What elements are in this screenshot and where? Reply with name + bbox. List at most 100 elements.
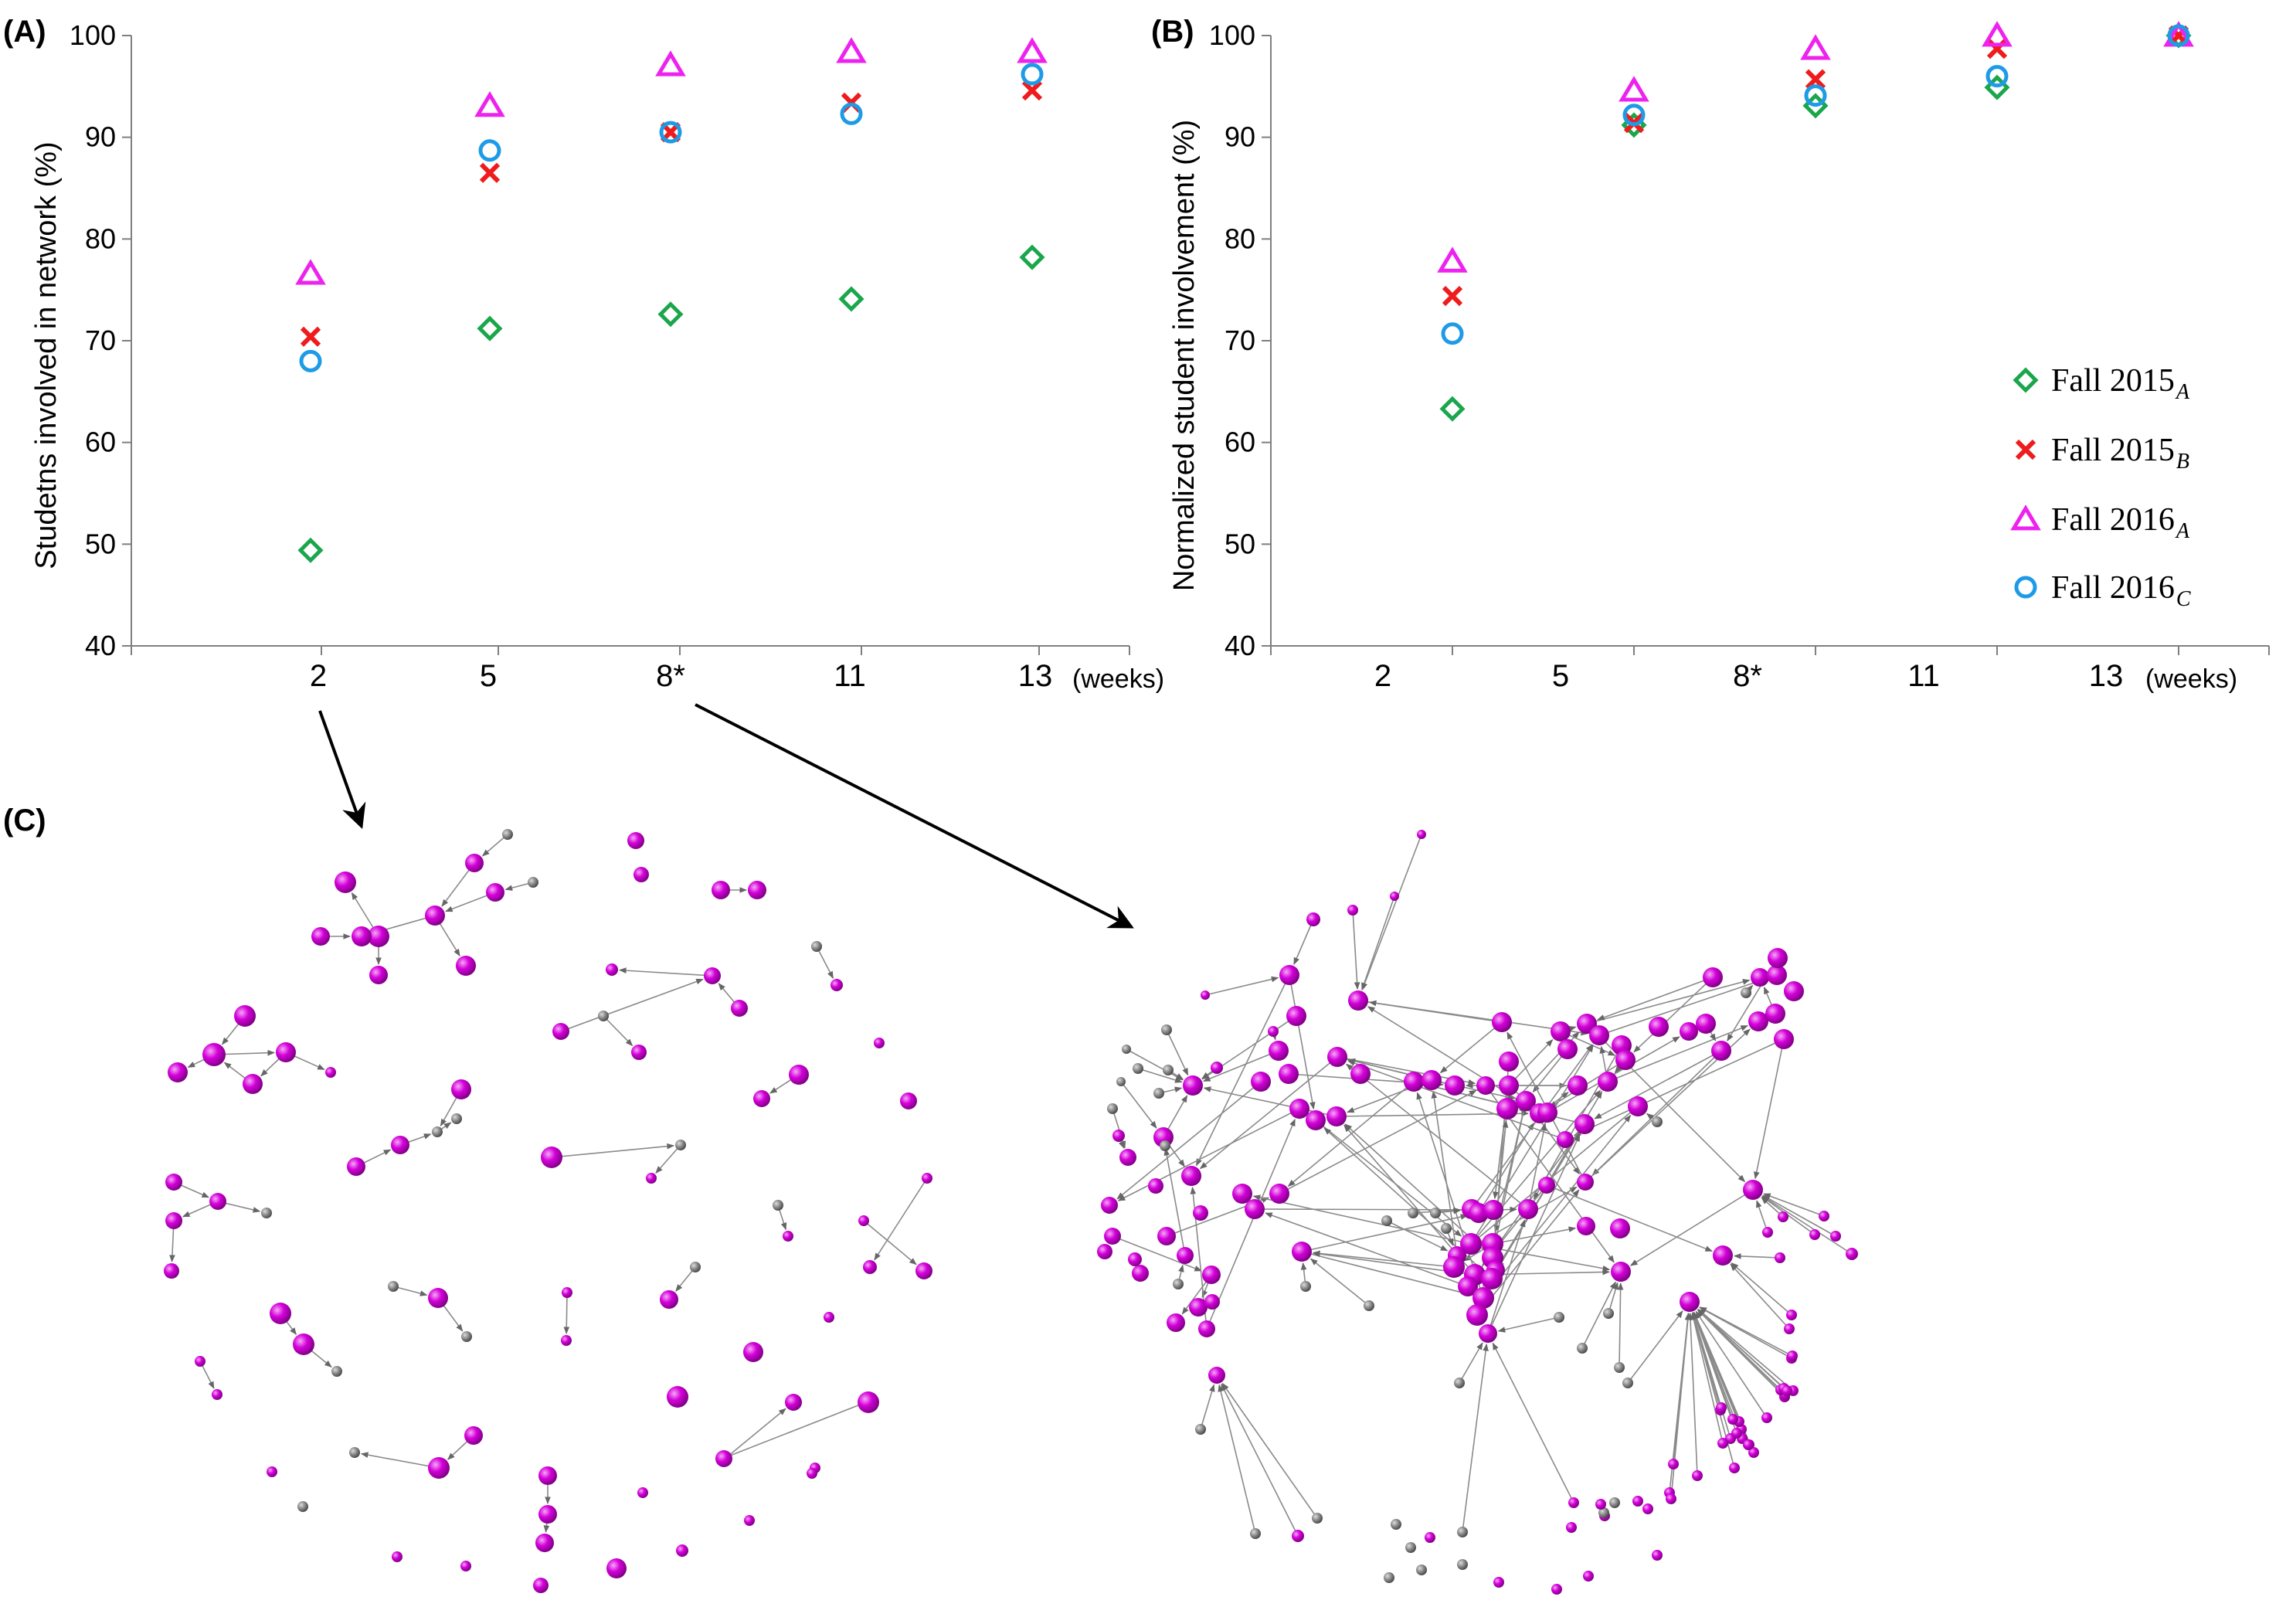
network-node	[1202, 1266, 1221, 1284]
x-tick-label: 13	[1018, 659, 1053, 693]
network-node	[1193, 1205, 1208, 1221]
network-node	[748, 881, 766, 899]
network-node	[243, 1074, 263, 1094]
point-triangle	[1622, 80, 1646, 100]
network-node	[676, 1544, 688, 1557]
network-node	[1703, 967, 1723, 987]
network-edge	[656, 1145, 681, 1173]
network-node	[1441, 1223, 1452, 1234]
network-node	[1782, 1385, 1792, 1396]
network-edge	[1353, 910, 1357, 989]
network-edges	[172, 834, 927, 1532]
network-node	[1279, 1064, 1299, 1084]
network-node	[831, 979, 843, 991]
network-node	[388, 1281, 399, 1292]
network-node	[451, 1113, 462, 1124]
network-node	[1666, 1493, 1676, 1504]
point-x	[1444, 287, 1461, 304]
network-node	[1443, 1256, 1465, 1278]
network-edge	[620, 970, 712, 976]
network-edge	[1387, 1221, 1447, 1251]
network-node	[1384, 1572, 1394, 1583]
chart-b-ylabel: Normalized student involvement (%)	[1168, 120, 1201, 591]
network-nodes	[164, 829, 932, 1593]
point-x	[302, 328, 319, 345]
network-edge	[1755, 1039, 1784, 1178]
network-node	[1583, 1571, 1594, 1582]
network-edge	[1547, 1092, 1602, 1185]
network-node	[824, 1312, 834, 1323]
network-node	[1245, 1199, 1265, 1219]
network-node	[1097, 1244, 1112, 1259]
network-node	[1819, 1211, 1829, 1221]
network-node	[1711, 1041, 1731, 1061]
chart-b-unit-label: (weeks)	[2145, 664, 2237, 694]
y-tick-label: 70	[1225, 324, 1255, 356]
network-node	[1577, 1217, 1595, 1235]
network-node	[270, 1303, 291, 1324]
network-node	[1390, 892, 1399, 901]
network-node	[1479, 1324, 1497, 1343]
x-tick-label: 2	[1374, 659, 1391, 693]
network-node	[562, 1287, 572, 1298]
network-node	[1846, 1248, 1858, 1260]
network-node	[451, 1079, 471, 1099]
network-node	[1680, 1022, 1698, 1041]
network-node	[1830, 1231, 1841, 1242]
point-diamond	[1442, 399, 1462, 419]
network-edge	[603, 1016, 633, 1045]
network-node	[538, 1466, 557, 1485]
network-node	[168, 1062, 188, 1082]
network-edge	[1592, 1051, 1721, 1175]
network-node	[1649, 1017, 1669, 1037]
network-node	[1177, 1247, 1194, 1264]
network-node	[1251, 1072, 1271, 1092]
chart-a-unit-label: (weeks)	[1072, 664, 1164, 694]
network-node	[1198, 1320, 1215, 1337]
network-edge	[1496, 1134, 1578, 1270]
y-tick-label: 60	[85, 426, 116, 458]
network-node	[874, 1038, 885, 1048]
legend-entry: Fall 2015A	[2051, 363, 2190, 404]
network-week2	[164, 829, 932, 1593]
network-node	[1112, 1130, 1125, 1142]
point-triangle	[478, 95, 502, 115]
network-node	[1481, 1268, 1503, 1289]
network-node	[1132, 1265, 1149, 1282]
y-tick-label: 40	[1225, 630, 1255, 661]
network-node	[1568, 1497, 1579, 1508]
network-edge	[1222, 1384, 1317, 1518]
network-node	[533, 1578, 549, 1593]
panel-label-a: (A)	[3, 15, 46, 49]
network-node	[753, 1090, 770, 1107]
point-diamond	[301, 540, 321, 560]
network-edge	[724, 1402, 866, 1458]
point-circle	[1443, 324, 1462, 343]
network-node	[637, 1487, 648, 1498]
legend-marker	[2016, 370, 2036, 390]
network-node	[1727, 1414, 1738, 1425]
network-node	[1499, 1075, 1519, 1096]
network-node	[1107, 1103, 1118, 1114]
network-node	[1761, 1412, 1772, 1423]
x-tick-label: 11	[834, 659, 866, 693]
network-node	[1610, 1218, 1630, 1238]
network-node	[1557, 1039, 1578, 1059]
network-node	[1364, 1300, 1374, 1311]
network-node	[1568, 1075, 1588, 1096]
network-edge	[1112, 1109, 1125, 1148]
network-node	[606, 1558, 627, 1578]
network-edge	[1289, 975, 1313, 1109]
network-node	[428, 1288, 448, 1308]
network-node	[234, 1005, 256, 1027]
network-node	[1595, 1499, 1606, 1510]
y-tick-label: 40	[85, 630, 116, 661]
chart-a-ylabel: Studetns involved in network (%)	[30, 141, 63, 569]
y-tick-label: 100	[1209, 19, 1255, 51]
network-node	[1577, 1174, 1594, 1191]
network-node	[165, 1212, 182, 1229]
network-node	[1574, 1114, 1595, 1134]
panel-label-b: (B)	[1151, 15, 1194, 49]
chart-b: Normalized student involvement (%) (week…	[1168, 19, 2269, 694]
network-edge	[1221, 1384, 1298, 1536]
